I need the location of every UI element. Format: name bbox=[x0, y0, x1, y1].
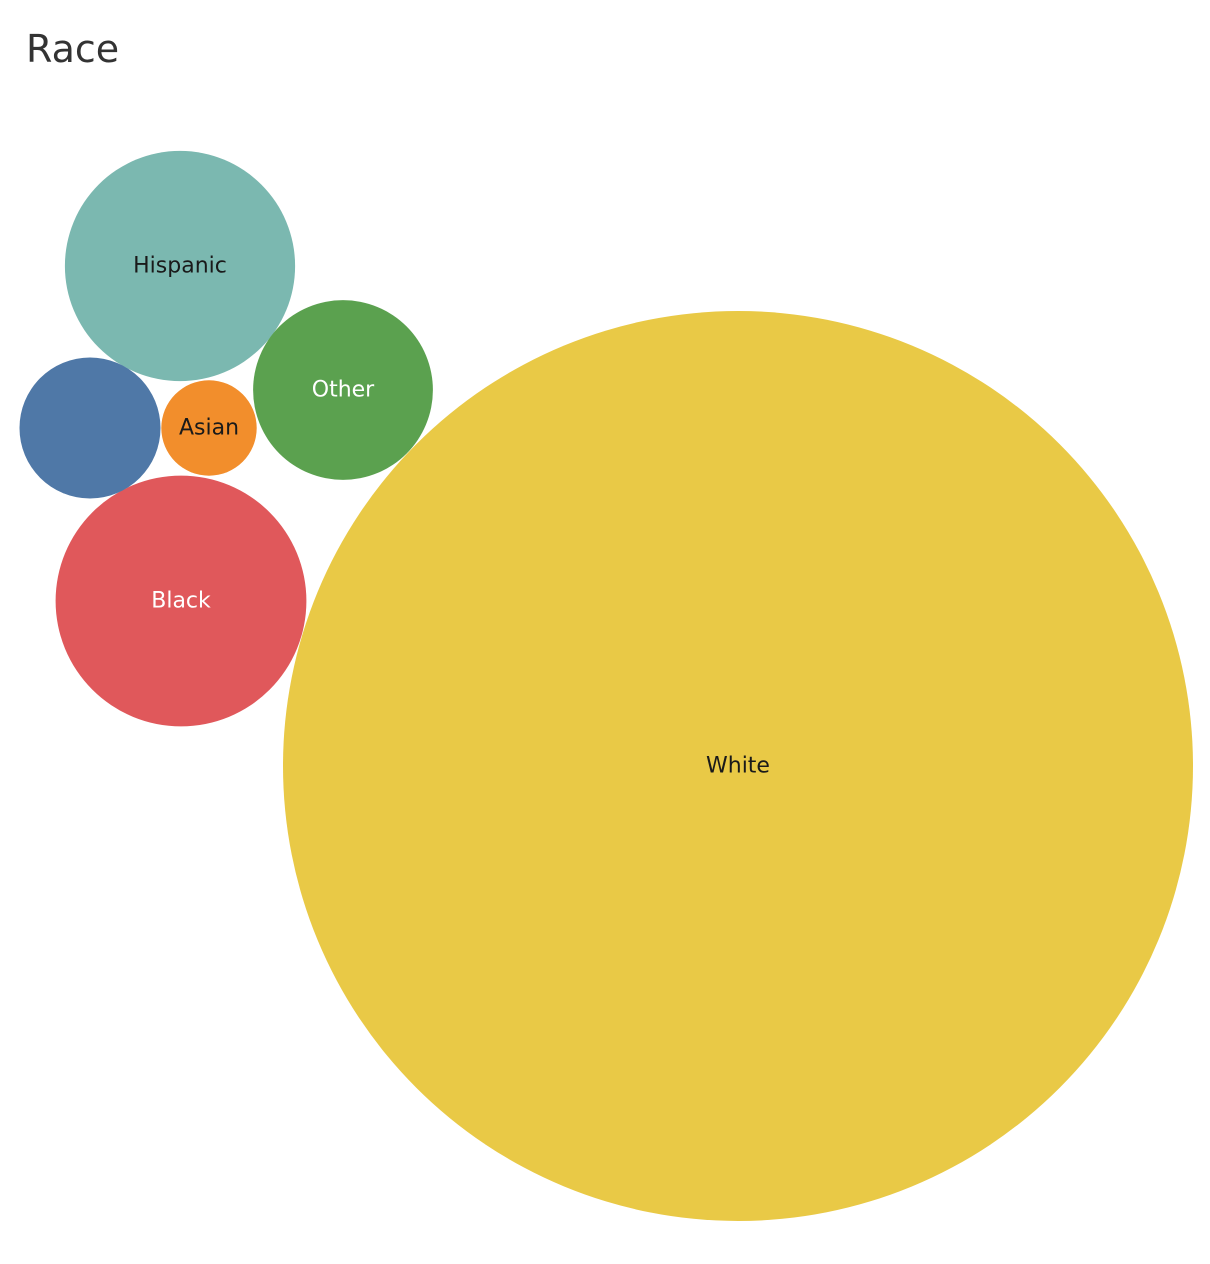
bubble-label-hispanic: Hispanic bbox=[133, 254, 227, 279]
bubble-label-black: Black bbox=[151, 589, 211, 614]
bubble-unlabeled[interactable] bbox=[19, 357, 161, 499]
bubble-hispanic[interactable] bbox=[64, 150, 296, 382]
bubble-label-white: White bbox=[706, 754, 770, 779]
chart-title: Race bbox=[26, 27, 120, 71]
bubble-label-other: Other bbox=[312, 378, 375, 403]
bubble-label-asian: Asian bbox=[179, 416, 239, 441]
bubble-asian[interactable] bbox=[161, 380, 257, 476]
bubble-black[interactable] bbox=[55, 475, 307, 727]
bubble-other[interactable] bbox=[253, 300, 433, 480]
bubble-white[interactable] bbox=[283, 311, 1193, 1221]
